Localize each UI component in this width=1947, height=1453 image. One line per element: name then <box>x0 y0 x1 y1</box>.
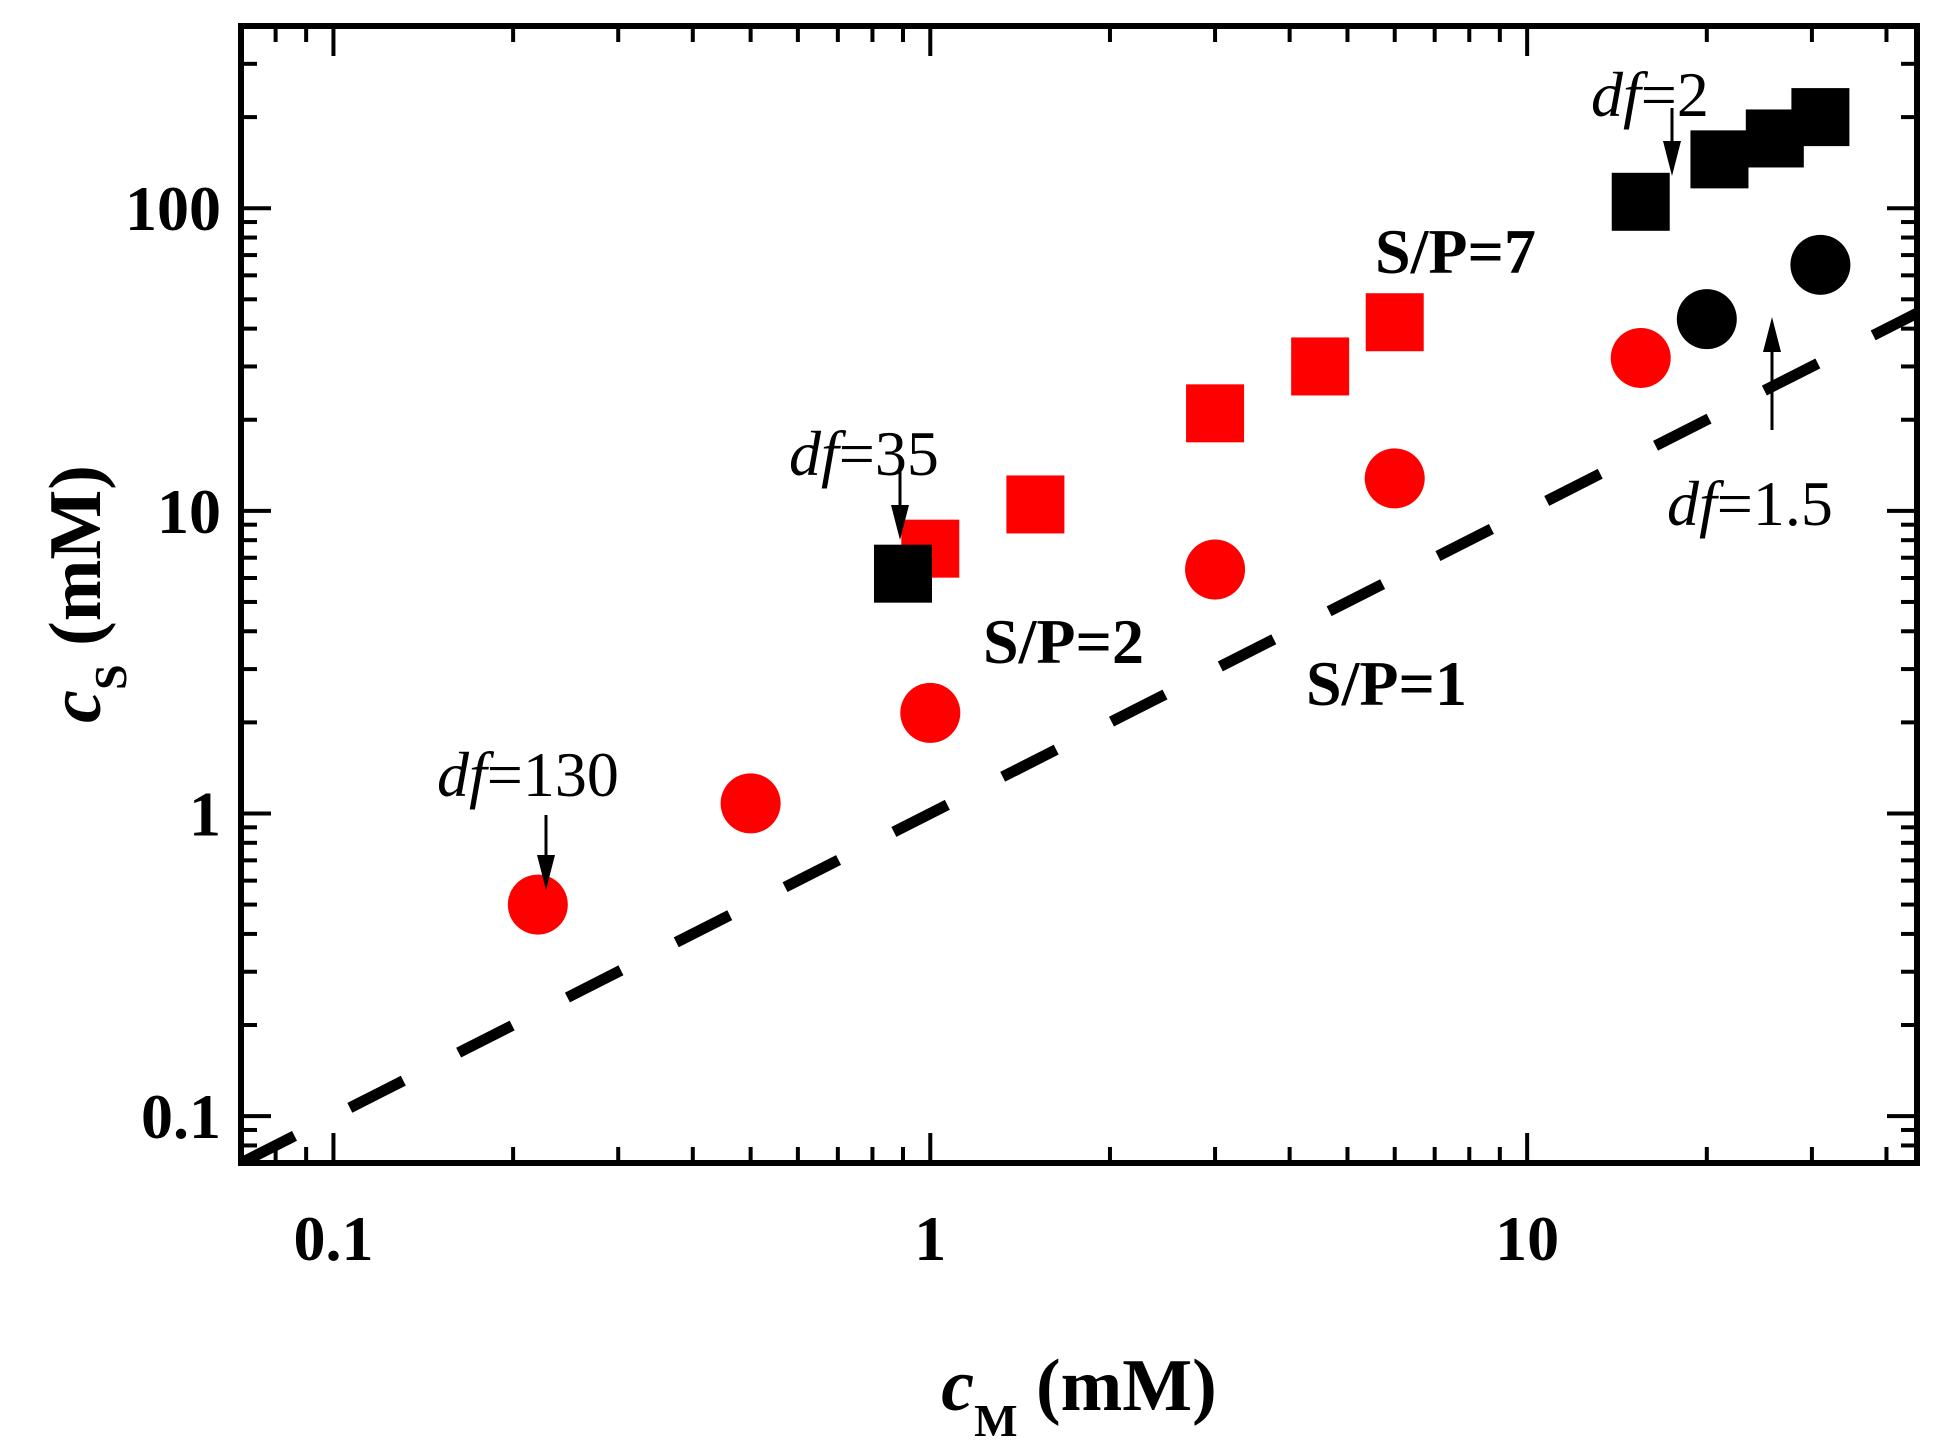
annotation-df35: df=35 <box>789 418 939 489</box>
y-tick-label: 0.1 <box>141 1081 221 1152</box>
black-squares-point <box>1611 172 1670 231</box>
black-circles-point <box>1676 289 1737 350</box>
red-circles-point <box>1364 448 1425 509</box>
annotation-sp7: S/P=7 <box>1375 216 1536 287</box>
arrow-df130 <box>537 815 555 890</box>
x-tick-label: 1 <box>914 1203 946 1274</box>
annotation-df2: df=2 <box>1591 59 1709 130</box>
red-circles-point <box>1610 327 1671 388</box>
y-tick-label: 10 <box>157 476 221 547</box>
x-axis-title: cM (mM) <box>941 1345 1217 1446</box>
red-circles-point <box>900 682 961 743</box>
y-tick-label: 100 <box>125 173 221 244</box>
arrow-df15 <box>1763 317 1781 430</box>
red-squares-point <box>1006 475 1065 534</box>
annotation-df15: df=1.5 <box>1667 468 1833 539</box>
red-squares-point <box>1186 384 1245 443</box>
annotation-sp1: S/P=1 <box>1306 648 1467 719</box>
black-squares-point <box>1791 88 1850 147</box>
plot-frame <box>238 23 1920 1166</box>
black-circles-point <box>1790 234 1851 295</box>
red-circles-point <box>720 773 781 834</box>
x-tick-label: 0.1 <box>293 1203 373 1274</box>
annotation-sp2: S/P=2 <box>983 606 1144 677</box>
y-tick-label: 1 <box>189 778 221 849</box>
red-squares-point <box>1291 337 1350 396</box>
arrow-df35 <box>891 470 909 540</box>
marks-layer <box>507 88 1851 935</box>
annotation-df130: df=130 <box>437 739 619 810</box>
red-squares-point <box>1365 293 1424 352</box>
red-circles-point <box>507 874 568 935</box>
arrow-df2 <box>1663 108 1681 176</box>
black-squares-point <box>873 544 932 603</box>
y-tick-labels: 0.1 1 10 100 <box>125 173 221 1152</box>
y-axis-title: cS (mM) <box>35 465 136 723</box>
x-tick-labels: 0.1 1 10 <box>293 1203 1559 1274</box>
black-squares-point <box>1690 130 1749 189</box>
x-tick-label: 10 <box>1495 1203 1559 1274</box>
red-circles-point <box>1185 539 1246 600</box>
